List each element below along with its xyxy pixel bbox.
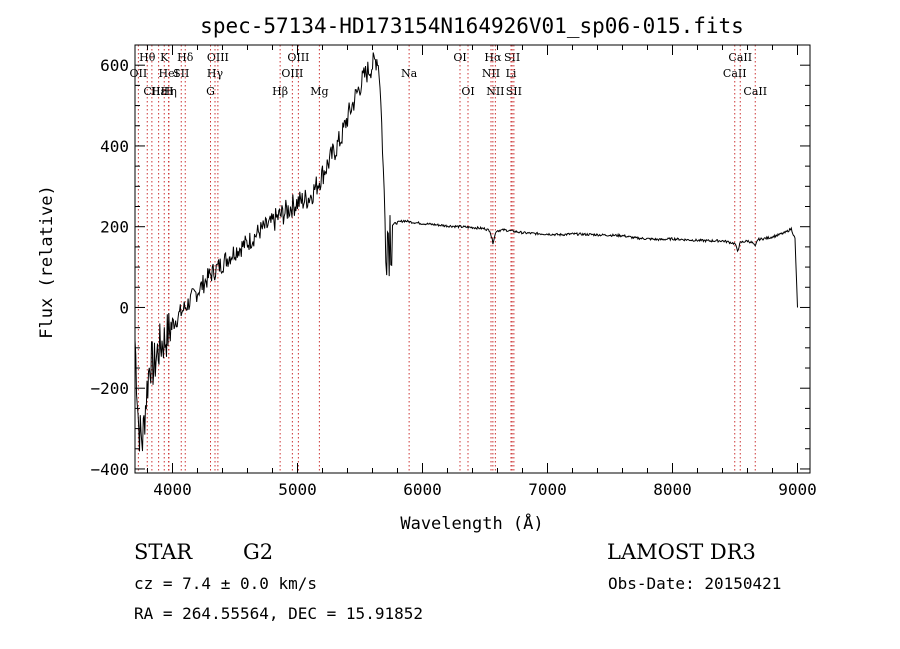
spectral-line-label: SII [173,67,189,80]
x-tick-label: 8000 [653,480,692,499]
y-tick-label: 600 [100,56,129,75]
y-tick-label: −400 [90,460,129,479]
spectral-line-label: Na [401,67,418,80]
spectral-line-label: SII [504,51,520,64]
x-axis-label: Wavelength (Å) [400,512,543,534]
spectral-line-label: OIII [287,51,309,64]
axis-ticks: 4000 5000 6000 7000 8000 9000 −400 −200 0 200 400 6… [90,44,817,499]
spectral-line-label: OIII [281,67,303,80]
spectral-line-label: OI [461,85,474,98]
y-tick-label: 0 [119,298,129,317]
obs-date: Obs-Date: 20150421 [608,574,782,593]
spectral-line-label: H [164,85,174,98]
y-axis-label: Flux (relative) [37,185,57,339]
spectral-line-label: Hθ [139,51,156,64]
spectral-line-label: SII [506,85,522,98]
spectral-line-label: Li [506,67,517,80]
chart-title: spec-57134-HD173154N164926V01_sp06-015.f… [200,14,744,38]
spectrum-trace-group [134,52,798,452]
spectral-line-label: NII [482,67,500,80]
spectral-line-label: CaII [728,51,752,64]
x-tick-label: 5000 [278,480,317,499]
spectral-line-label: Hβ [272,85,288,98]
x-tick-label: 6000 [403,480,442,499]
y-tick-label: 200 [100,218,129,237]
spectral-line-label: OI [453,51,466,64]
coordinates: RA = 264.55564, DEC = 15.91852 [134,604,423,623]
spectral-line-label: Hδ [177,51,194,64]
object-subclass: G2 [243,540,274,564]
survey-name: LAMOST DR3 [607,540,756,564]
y-tick-label: 400 [100,137,129,156]
spectral-line-label: OII [130,67,148,80]
spectral-line-label: NII [486,85,504,98]
spectral-line-label: K [160,51,169,64]
object-class: STAR [134,540,193,564]
spectrum-line [134,52,798,452]
spectral-line-label: Hα [484,51,502,64]
spectral-line-label: CII [143,85,160,98]
spectral-line-label: Mg [310,85,328,98]
spectral-line-label: OIII [207,51,229,64]
spectral-line-label: CaII [723,67,747,80]
spectral-line-label: Hη [161,85,177,98]
x-tick-label: 7000 [528,480,567,499]
redshift-readout: cz = 7.4 ± 0.0 km/s [134,574,318,593]
spectral-line-label: Hγ [207,67,224,80]
x-tick-label: 4000 [153,480,192,499]
spectral-line-label: CaII [743,85,767,98]
spectral-line-label: Hε [151,85,167,98]
spectral-line-label: G [206,85,215,98]
y-tick-label: −200 [90,379,129,398]
x-tick-label: 9000 [778,480,817,499]
